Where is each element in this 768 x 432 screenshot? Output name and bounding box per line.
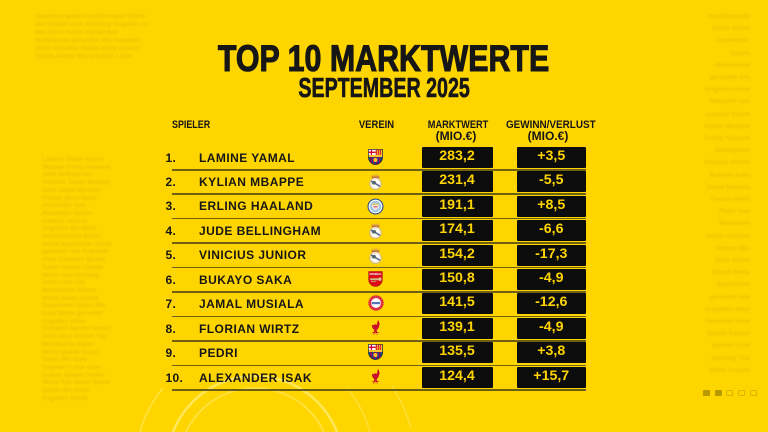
svg-text:ARSENAL: ARSENAL xyxy=(369,272,382,276)
svg-text:LFC: LFC xyxy=(373,331,378,334)
svg-text:LFC: LFC xyxy=(373,380,378,383)
